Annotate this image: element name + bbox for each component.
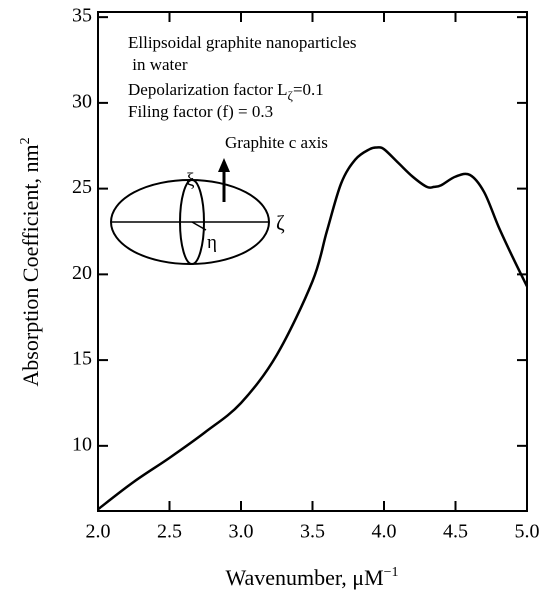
y-tick-label: 15 (72, 348, 92, 370)
x-tick-label: 3.5 (300, 521, 325, 543)
x-tick-label: 2.0 (86, 521, 111, 543)
y-axis-label: Absorption Coefficient, nm2 (18, 137, 43, 386)
arrow-head (218, 158, 230, 172)
y-tick-label: 10 (72, 433, 92, 455)
annotation-part: =0.1 (293, 80, 324, 99)
annotation: Depolarization factor Lζ=0.1 (128, 80, 324, 103)
annotation: Ellipsoidal graphite nanoparticles (128, 33, 357, 52)
diagram (110, 158, 270, 265)
y-tick-label: 20 (72, 262, 92, 284)
annotation: Filing factor (f) = 0.3 (128, 102, 273, 121)
diagram-label: ξ (186, 170, 195, 191)
diagram-label: η (207, 232, 217, 253)
x-tick-label: 5.0 (515, 521, 540, 543)
eta-arrow (191, 221, 207, 231)
x-tick-label: 4.5 (443, 521, 468, 543)
x-axis-label-text: Wavenumber, μM (225, 565, 383, 590)
x-axis-label-sup: −1 (384, 565, 399, 580)
x-axis-label: Wavenumber, μM−1 (225, 565, 398, 590)
y-axis-label-text: Absorption Coefficient, nm (18, 144, 43, 386)
x-tick-label: 3.0 (229, 521, 254, 543)
y-tick-label: 25 (72, 176, 92, 198)
data-line (97, 146, 529, 511)
diagram-label: ζ (276, 211, 285, 235)
x-tick-label: 2.5 (157, 521, 182, 543)
y-tick-label: 30 (72, 90, 92, 112)
y-axis-label-sup: 2 (18, 137, 33, 144)
diagram-label: Graphite c axis (225, 133, 328, 152)
annotation-sub: ζ (288, 88, 294, 103)
x-tick-label: 4.0 (372, 521, 397, 543)
annotation: in water (128, 55, 188, 74)
y-tick-label: 35 (72, 5, 92, 27)
annotation-part: Depolarization factor L (128, 80, 288, 99)
